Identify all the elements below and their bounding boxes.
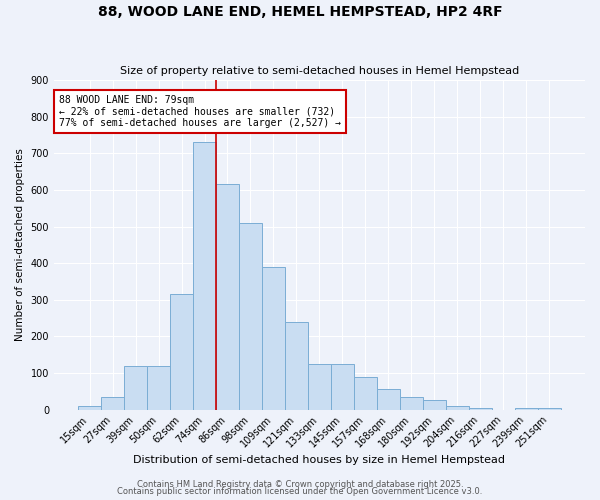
Bar xyxy=(170,294,193,410)
Bar xyxy=(538,408,561,410)
Y-axis label: Number of semi-detached properties: Number of semi-detached properties xyxy=(15,148,25,342)
Title: Size of property relative to semi-detached houses in Hemel Hempstead: Size of property relative to semi-detach… xyxy=(120,66,519,76)
Bar xyxy=(469,408,492,410)
Bar xyxy=(515,408,538,410)
Text: Contains HM Land Registry data © Crown copyright and database right 2025.: Contains HM Land Registry data © Crown c… xyxy=(137,480,463,489)
Bar xyxy=(262,267,285,410)
Bar xyxy=(331,364,354,410)
Bar xyxy=(147,366,170,410)
Text: 88 WOOD LANE END: 79sqm
← 22% of semi-detached houses are smaller (732)
77% of s: 88 WOOD LANE END: 79sqm ← 22% of semi-de… xyxy=(59,95,341,128)
Text: 88, WOOD LANE END, HEMEL HEMPSTEAD, HP2 4RF: 88, WOOD LANE END, HEMEL HEMPSTEAD, HP2 … xyxy=(98,5,502,19)
Bar xyxy=(446,406,469,409)
Bar xyxy=(377,390,400,409)
Bar xyxy=(216,184,239,410)
Bar xyxy=(124,366,147,410)
X-axis label: Distribution of semi-detached houses by size in Hemel Hempstead: Distribution of semi-detached houses by … xyxy=(133,455,505,465)
Bar xyxy=(423,400,446,409)
Bar xyxy=(354,376,377,410)
Bar xyxy=(285,322,308,410)
Bar xyxy=(193,142,216,410)
Bar xyxy=(308,364,331,410)
Text: Contains public sector information licensed under the Open Government Licence v3: Contains public sector information licen… xyxy=(118,487,482,496)
Bar xyxy=(239,223,262,410)
Bar xyxy=(78,406,101,409)
Bar xyxy=(400,397,423,409)
Bar xyxy=(101,397,124,409)
